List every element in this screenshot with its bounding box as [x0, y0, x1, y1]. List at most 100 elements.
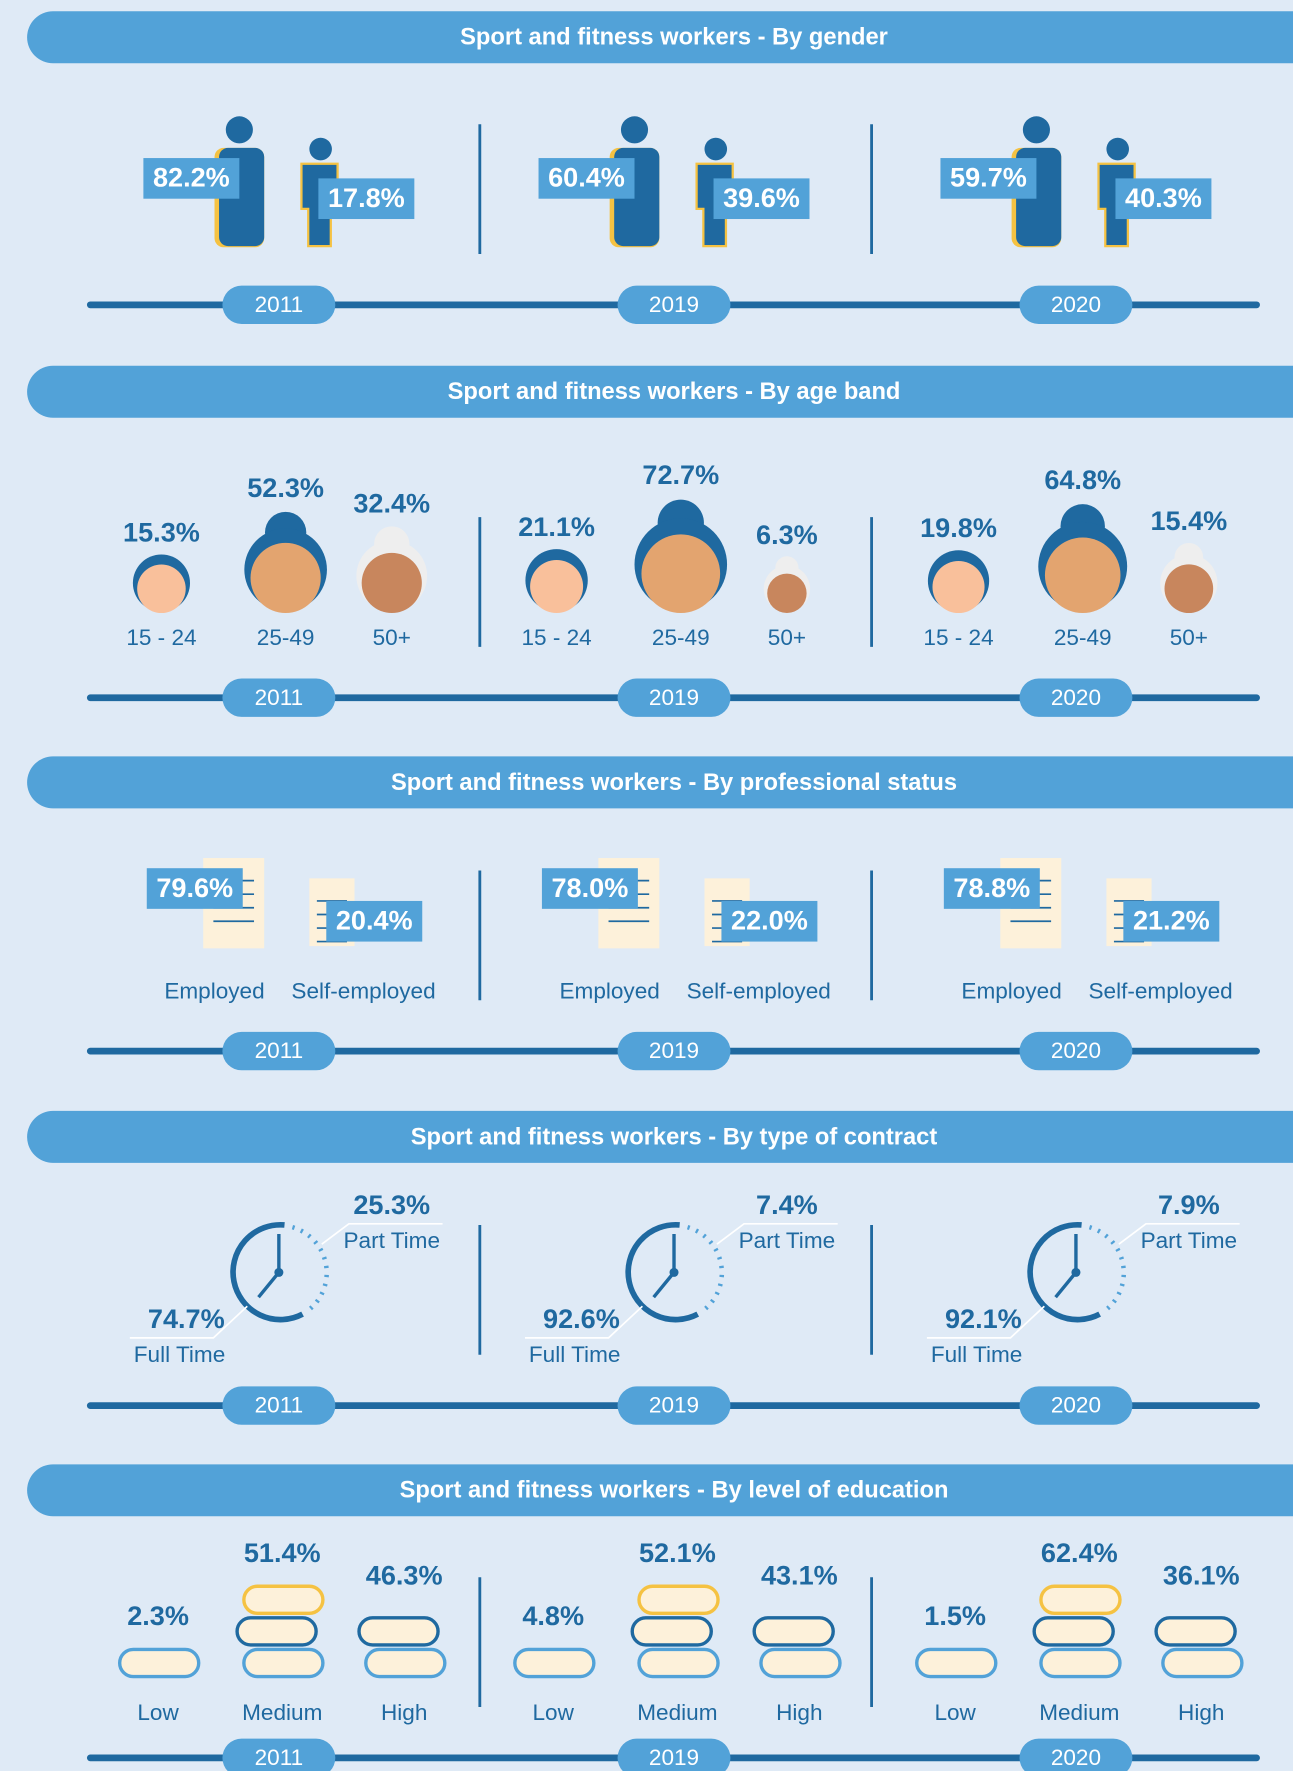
label: Employed [961, 978, 1061, 1003]
year: 2011 [255, 685, 304, 710]
value: 78.0% [552, 872, 629, 903]
year: 2011 [255, 292, 304, 317]
year: 2019 [649, 292, 699, 317]
value: 32.4% [353, 487, 430, 518]
book [639, 1649, 718, 1676]
year: 2020 [1051, 1038, 1101, 1063]
value: 21.2% [1133, 905, 1210, 936]
book [1156, 1618, 1235, 1645]
clock-center [669, 1268, 678, 1277]
value: 1.5% [924, 1600, 986, 1631]
face [767, 574, 806, 613]
label: 50+ [1170, 625, 1208, 650]
label: 50+ [768, 625, 806, 650]
value: 25.3% [353, 1189, 430, 1220]
section-title: Sport and fitness workers - By level of … [400, 1478, 949, 1504]
value: 2.3% [127, 1600, 189, 1631]
book [244, 1586, 323, 1613]
face [932, 561, 984, 613]
man-head [1023, 116, 1050, 143]
label: 25-49 [257, 625, 315, 650]
year: 2019 [649, 1745, 699, 1770]
book [237, 1618, 316, 1645]
book [244, 1649, 323, 1676]
man-head [226, 116, 253, 143]
value: 72.7% [642, 459, 719, 490]
book [754, 1618, 833, 1645]
label: Part Time [739, 1228, 836, 1253]
value: 40.3% [1125, 182, 1202, 213]
value: 59.7% [950, 162, 1027, 193]
label: High [381, 1700, 427, 1725]
section-title: Sport and fitness workers - By professio… [391, 770, 957, 796]
woman-head [1106, 138, 1129, 161]
label: 25-49 [652, 625, 710, 650]
label: 50+ [373, 625, 411, 650]
value: 4.8% [522, 1600, 584, 1631]
face [530, 560, 583, 613]
value: 15.4% [1150, 505, 1227, 536]
book [1041, 1586, 1120, 1613]
page: Sport and fitness workers - By gender 82.… [0, 0, 1293, 1771]
face [1045, 537, 1121, 613]
label: Part Time [343, 1228, 440, 1253]
year: 2020 [1051, 685, 1101, 710]
book [1041, 1649, 1120, 1676]
label: High [1178, 1700, 1224, 1725]
section-title: Sport and fitness workers - By age band [448, 379, 901, 405]
book [1163, 1649, 1242, 1676]
man-head [621, 116, 648, 143]
value: 46.3% [366, 1559, 443, 1590]
book [515, 1649, 594, 1676]
infographic: Sport and fitness workers - By gender 82.… [0, 0, 1293, 1771]
value: 22.0% [731, 905, 808, 936]
label: Full Time [529, 1342, 621, 1367]
value: 64.8% [1044, 464, 1121, 495]
face [641, 534, 720, 613]
label: 15 - 24 [126, 625, 196, 650]
label: Full Time [931, 1342, 1023, 1367]
label: 15 - 24 [521, 625, 591, 650]
value: 92.6% [543, 1303, 620, 1334]
book [359, 1618, 438, 1645]
label: Low [934, 1700, 976, 1725]
label: Low [533, 1700, 575, 1725]
label: Employed [164, 978, 264, 1003]
value: 82.2% [153, 162, 230, 193]
year: 2019 [649, 1393, 699, 1418]
book [639, 1586, 718, 1613]
value: 20.4% [336, 905, 413, 936]
label: Self-employed [687, 978, 831, 1003]
label: Full Time [134, 1342, 226, 1367]
woman-head [309, 138, 332, 161]
book [1034, 1618, 1113, 1645]
label: Low [137, 1700, 179, 1725]
value: 52.1% [639, 1537, 716, 1568]
value: 52.3% [247, 472, 324, 503]
face [1165, 564, 1214, 613]
value: 78.8% [953, 872, 1030, 903]
face [362, 553, 422, 613]
book [917, 1649, 996, 1676]
label: Medium [637, 1700, 717, 1725]
value: 43.1% [761, 1559, 838, 1590]
section-title: Sport and fitness workers - By gender [460, 25, 888, 51]
value: 7.9% [1158, 1189, 1220, 1220]
year: 2020 [1051, 292, 1101, 317]
value: 74.7% [148, 1303, 225, 1334]
woman-head [704, 138, 727, 161]
year: 2019 [649, 685, 699, 710]
value: 21.1% [518, 511, 595, 542]
value: 79.6% [156, 872, 233, 903]
year: 2011 [255, 1393, 304, 1418]
label: Self-employed [291, 978, 435, 1003]
label: 15 - 24 [923, 625, 993, 650]
clock-center [1071, 1268, 1080, 1277]
year: 2020 [1051, 1393, 1101, 1418]
value: 15.3% [123, 517, 200, 548]
value: 36.1% [1163, 1559, 1240, 1590]
label: Part Time [1141, 1228, 1238, 1253]
label: High [776, 1700, 822, 1725]
year: 2020 [1051, 1745, 1101, 1770]
year: 2011 [255, 1745, 304, 1770]
